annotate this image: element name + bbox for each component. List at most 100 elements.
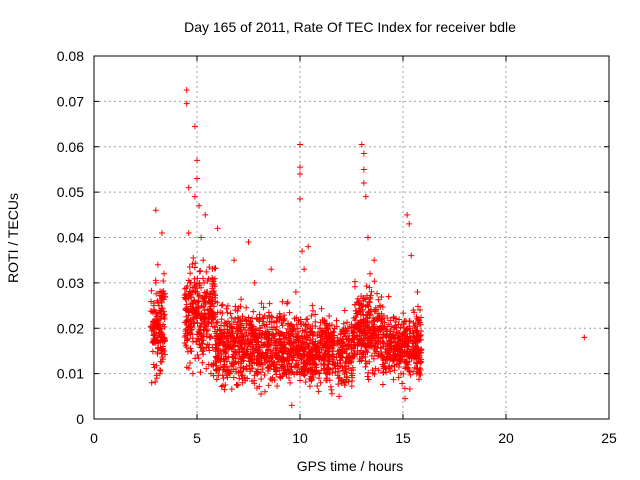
data-point (289, 357, 296, 364)
data-point (304, 315, 311, 322)
data-point (286, 335, 293, 342)
data-point (247, 341, 254, 348)
data-point (251, 279, 258, 286)
data-point (340, 336, 347, 343)
data-point (200, 351, 207, 358)
data-point (326, 312, 333, 319)
data-point (224, 302, 231, 309)
data-points (147, 87, 588, 409)
data-point (308, 346, 315, 353)
data-point (318, 367, 325, 374)
data-point (238, 296, 245, 303)
data-point (311, 342, 318, 349)
y-tick-label: 0.04 (57, 230, 84, 246)
data-point (330, 348, 337, 355)
data-point (317, 379, 324, 386)
data-point (150, 361, 157, 368)
data-point (362, 363, 369, 370)
data-point (313, 343, 320, 350)
data-point (161, 347, 168, 354)
data-point (321, 357, 328, 364)
data-point (386, 338, 393, 344)
data-point (372, 340, 379, 347)
data-point (382, 356, 389, 363)
data-point (371, 317, 378, 324)
data-point (158, 288, 165, 295)
data-point (367, 306, 374, 313)
data-point (405, 353, 412, 360)
data-point (159, 354, 166, 361)
data-point (223, 364, 230, 371)
data-point (394, 329, 401, 336)
data-point (226, 320, 233, 327)
data-point (200, 298, 207, 305)
data-point (339, 343, 346, 350)
data-point (399, 341, 406, 348)
data-point (383, 333, 390, 340)
data-point (370, 315, 377, 322)
data-point (375, 352, 382, 359)
data-point (306, 360, 313, 367)
data-point (230, 318, 237, 325)
data-point (304, 351, 311, 358)
data-point (158, 229, 165, 236)
data-point (379, 322, 386, 329)
data-point (339, 354, 346, 361)
data-point (273, 361, 280, 368)
data-point (148, 287, 155, 294)
data-point (266, 313, 273, 320)
data-point (233, 381, 240, 388)
data-point (367, 329, 374, 336)
data-point (222, 347, 229, 354)
data-point (257, 369, 264, 376)
axis-ticks: 0 5 10 15 20 25 0 0.01 0.02 0.03 0.04 0.05 0.06 0.07 0… (57, 48, 617, 446)
data-point (221, 319, 228, 326)
data-point (190, 255, 197, 262)
data-point (343, 369, 350, 376)
data-point (360, 166, 367, 173)
data-point (243, 366, 250, 373)
data-point (414, 338, 421, 345)
data-point (384, 341, 391, 348)
data-point (258, 376, 265, 383)
data-point (203, 268, 210, 275)
data-point (233, 321, 240, 328)
data-point (151, 364, 158, 371)
data-point (292, 360, 299, 367)
data-point (297, 170, 303, 177)
data-point (329, 338, 336, 345)
data-point (399, 380, 406, 387)
data-point (352, 342, 359, 349)
data-point (238, 324, 245, 331)
data-point (312, 361, 319, 368)
data-point (196, 268, 203, 275)
data-point (384, 342, 391, 349)
data-point (258, 339, 265, 346)
data-point (354, 323, 361, 330)
data-point (406, 367, 413, 374)
data-point (217, 309, 224, 316)
data-point (416, 307, 423, 314)
data-point (229, 353, 236, 360)
data-point (326, 322, 333, 329)
data-point (371, 332, 378, 339)
data-point (384, 314, 391, 321)
data-point (213, 319, 220, 326)
data-point (414, 288, 421, 295)
data-point (380, 339, 387, 346)
data-point (276, 316, 283, 323)
data-point (193, 331, 200, 338)
data-point (297, 195, 303, 202)
data-point (160, 335, 167, 342)
data-point (367, 270, 374, 277)
data-point (387, 352, 394, 359)
data-point (297, 318, 304, 325)
data-point (253, 368, 260, 375)
data-point (364, 234, 371, 241)
data-point (416, 376, 423, 383)
data-point (408, 252, 415, 259)
data-point (400, 331, 407, 338)
data-point (397, 358, 404, 365)
data-point (358, 355, 365, 362)
data-point (239, 334, 246, 341)
